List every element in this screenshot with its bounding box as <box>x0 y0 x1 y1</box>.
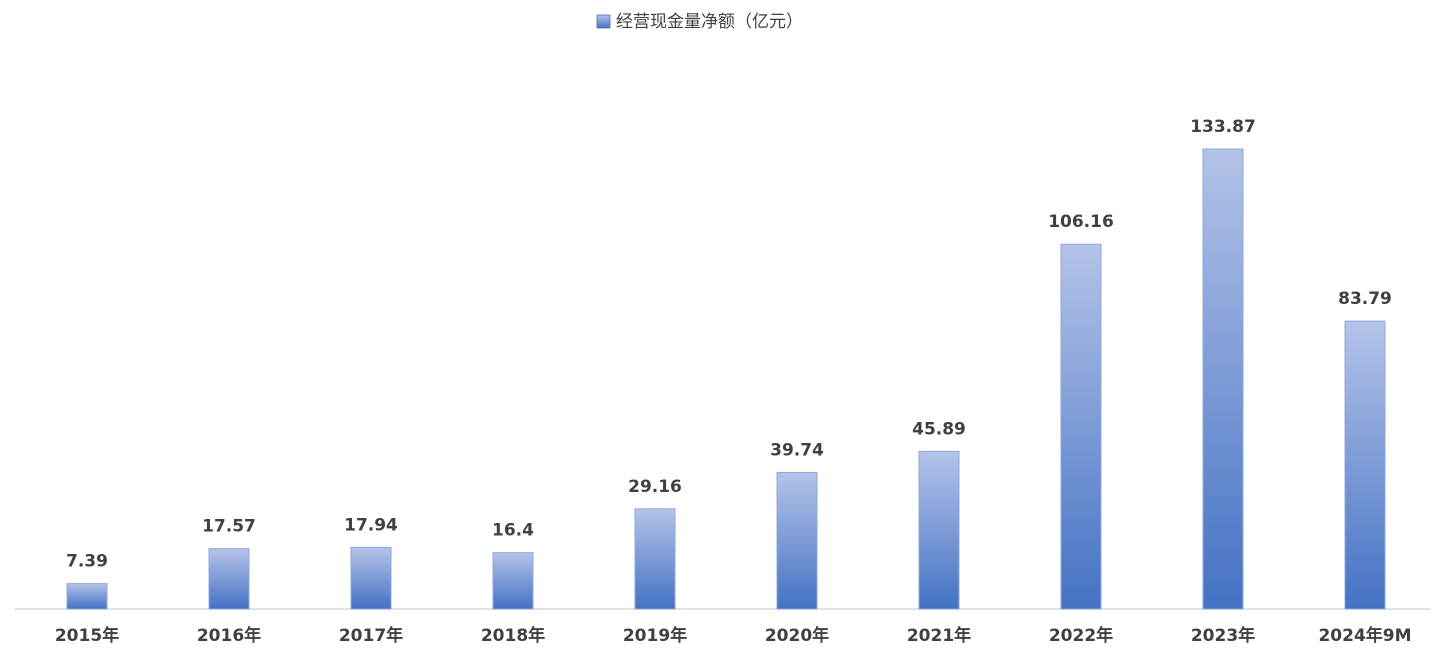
x-tick-label: 2020年 <box>765 625 829 646</box>
value-label: 29.16 <box>628 477 682 497</box>
bar <box>208 548 250 610</box>
x-tick-label: 2024年9M <box>1318 625 1411 646</box>
value-label: 39.74 <box>770 440 824 460</box>
x-tick-label: 2022年 <box>1049 625 1113 646</box>
value-label: 45.89 <box>912 419 966 439</box>
value-label: 7.39 <box>66 552 108 572</box>
value-label: 17.94 <box>344 515 398 535</box>
bar <box>1344 320 1386 610</box>
value-label: 16.4 <box>492 521 534 541</box>
bar <box>350 546 392 610</box>
bar <box>776 471 818 610</box>
legend-label: 经营现金量净额（亿元） <box>616 12 803 32</box>
x-tick-label: 2023年 <box>1191 625 1255 646</box>
value-label: 106.16 <box>1048 212 1114 232</box>
x-tick-label: 2019年 <box>623 625 687 646</box>
legend-swatch <box>596 14 611 29</box>
x-tick-label: 2018年 <box>481 625 545 646</box>
x-tick-label: 2017年 <box>339 625 403 646</box>
bar <box>492 552 534 610</box>
x-tick-label: 2015年 <box>55 625 119 646</box>
value-label: 83.79 <box>1338 289 1392 309</box>
bar <box>918 450 960 610</box>
value-label: 17.57 <box>202 517 256 537</box>
bar <box>1060 243 1102 610</box>
bar <box>66 583 108 610</box>
value-label: 133.87 <box>1190 117 1256 137</box>
x-tick-label: 2016年 <box>197 625 261 646</box>
x-tick-label: 2021年 <box>907 625 971 646</box>
bar <box>1202 148 1244 610</box>
bar <box>634 508 676 610</box>
